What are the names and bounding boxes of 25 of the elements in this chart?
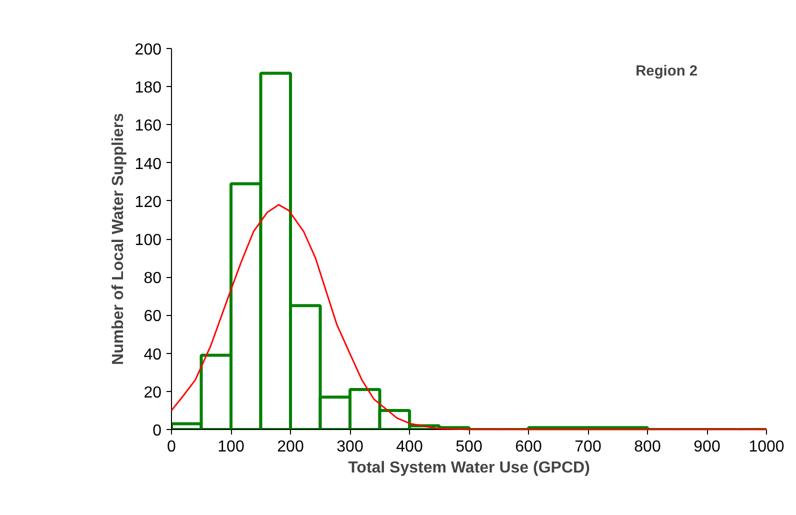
y-tick-label: 180	[134, 80, 162, 97]
y-tick-label: 100	[134, 232, 162, 249]
x-tick-label: 200	[277, 438, 304, 456]
text: Region 2	[636, 63, 698, 80]
y-tick-label: 80	[144, 270, 162, 288]
x-tick-label: 0	[167, 438, 176, 456]
x-axis-title: Total System Water Use (GPCD)	[348, 460, 590, 476]
x-tick-label: 700	[574, 438, 602, 456]
y-tick-label: 160	[134, 118, 162, 135]
x-tick-label: 900	[694, 438, 720, 456]
x-tick-label: 800	[634, 438, 661, 456]
y-tick-label: 120	[134, 194, 162, 211]
x-tick-label: 300	[336, 438, 364, 456]
x-tick-label: 1000	[748, 438, 784, 456]
x-tick-label: 100	[218, 438, 244, 456]
y-tick-label: 200	[134, 42, 162, 58]
x-tick-label: 400	[396, 438, 423, 456]
y-tick-label: 60	[144, 308, 162, 326]
x-tick-label: 600	[515, 438, 542, 456]
y-tick-label: 40	[144, 346, 162, 364]
x-tick-label: 500	[456, 438, 482, 456]
y-tick-label: 140	[134, 156, 162, 173]
y-tick-label: 0	[152, 422, 162, 440]
y-axis-title: Number of Local Water Suppliers	[110, 112, 127, 365]
y-tick-label: 20	[144, 384, 162, 402]
